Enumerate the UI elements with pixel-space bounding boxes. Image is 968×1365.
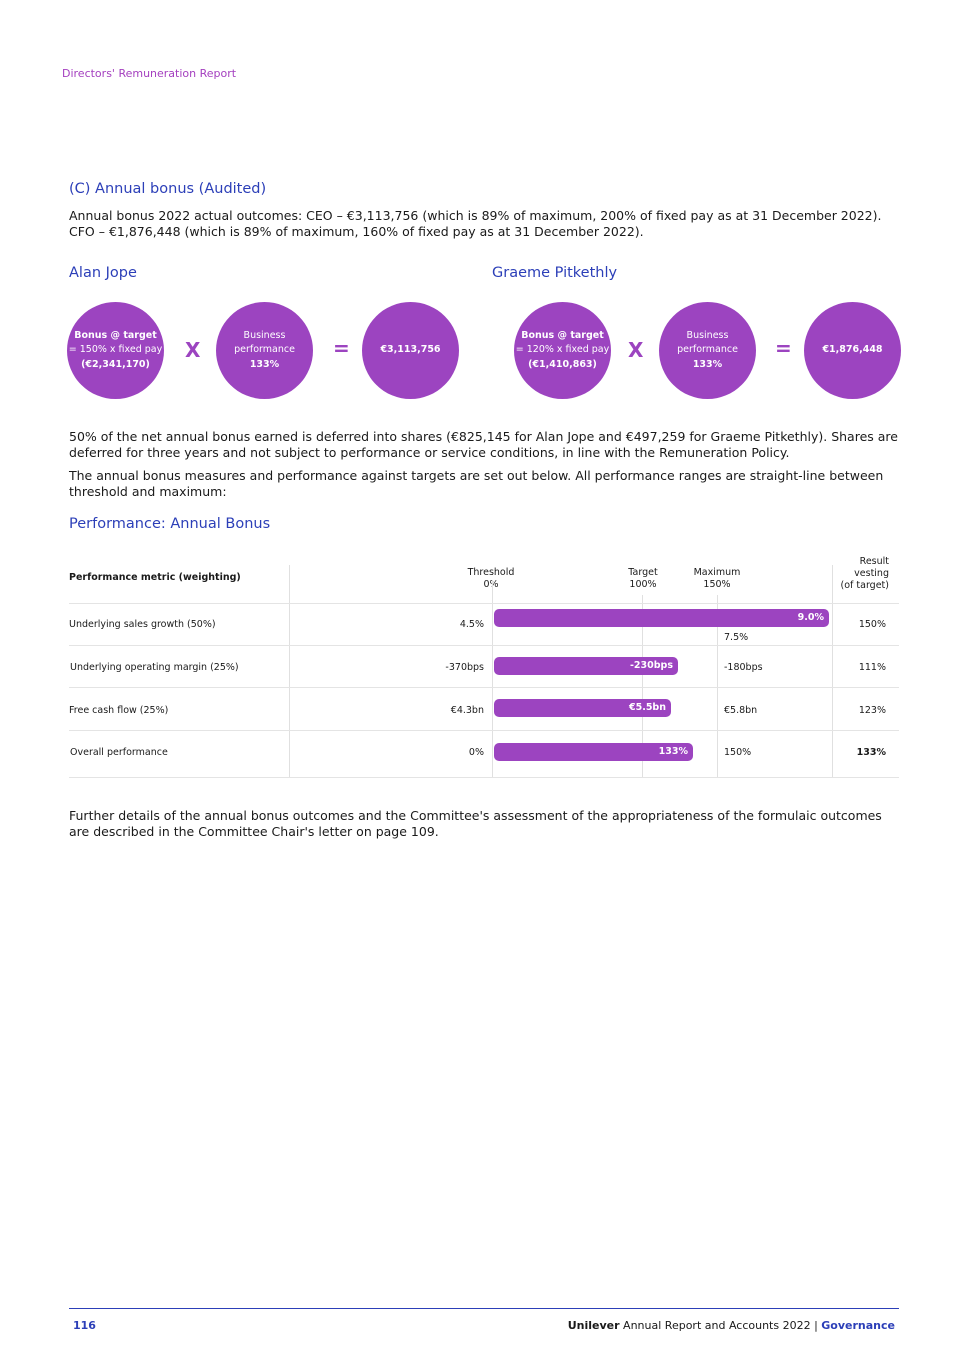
performance-bar: 9.0% (494, 609, 829, 627)
section-link[interactable]: Governance (821, 1319, 895, 1332)
threshold-value: 0% (468, 747, 484, 758)
intro-line: CFO – €1,876,448 (which is 89% of maximu… (69, 224, 644, 239)
amount: (€2,341,170) (81, 358, 150, 370)
further-details-text: Further details of the annual bonus outc… (69, 808, 882, 839)
label: Bonus @ target (74, 329, 157, 341)
threshold-value: -370bps (445, 662, 484, 673)
label: vesting (854, 568, 889, 579)
equals-sign: = (333, 336, 350, 360)
label: 100% (629, 579, 657, 590)
maximum-value: 7.5% (724, 632, 749, 643)
business-performance-circle: Business performance 133% (659, 302, 756, 399)
value: €3,113,756 (380, 344, 441, 356)
label: Target (628, 567, 658, 578)
measures-text: The annual bonus measures and performanc… (69, 468, 884, 499)
label: Threshold (467, 567, 515, 578)
page-number: 116 (73, 1319, 96, 1332)
maximum-value: €5.8bn (724, 705, 758, 716)
result-value: 133% (856, 747, 886, 758)
value: €1,876,448 (822, 344, 883, 356)
footer-rule (69, 1308, 899, 1309)
deferral-text: 50% of the net annual bonus earned is de… (69, 429, 898, 460)
maximum-value: -180bps (724, 662, 763, 673)
label: 150% (703, 579, 731, 590)
metric-label: Underlying operating margin (25%) (70, 662, 239, 673)
equals-sign: = (775, 336, 792, 360)
formula: = 120% x fixed pay (515, 344, 610, 356)
maximum-value: 150% (724, 747, 752, 758)
row-divider (69, 687, 899, 688)
label: 0% (483, 579, 499, 590)
label: Business (686, 329, 729, 341)
threshold-value: €4.3bn (450, 705, 484, 716)
threshold-line (492, 580, 493, 777)
row-divider (69, 645, 899, 646)
target-line (642, 595, 643, 777)
row-divider (69, 730, 899, 731)
header-metric: Performance metric (weighting) (69, 572, 241, 583)
header-result: Result vesting (of target) (820, 556, 889, 592)
intro-text: Annual bonus 2022 actual outcomes: CEO –… (69, 208, 899, 240)
result-value: 123% (858, 705, 886, 716)
performance-bar: 133% (494, 743, 693, 761)
intro-line: Annual bonus 2022 actual outcomes: CEO –… (69, 208, 882, 223)
times-sign: X (628, 338, 644, 362)
report-title: Annual Report and Accounts 2022 | (619, 1319, 822, 1332)
divider (832, 565, 833, 777)
bonus-target-circle: Bonus @ target = 120% x fixed pay (€1,41… (514, 302, 611, 399)
business-performance-circle: Business performance 133% (216, 302, 313, 399)
amount: (€1,410,863) (528, 358, 597, 370)
table-title: Performance: Annual Bonus (69, 516, 271, 532)
running-header: Directors' Remuneration Report (62, 67, 237, 80)
threshold-value: 4.5% (459, 619, 484, 630)
footer-title: Unilever Annual Report and Accounts 2022… (450, 1319, 895, 1332)
header-maximum: Maximum 150% (677, 567, 757, 591)
result-value: 111% (858, 662, 886, 673)
bonus-target-circle: Bonus @ target = 150% x fixed pay (€2,34… (67, 302, 164, 399)
value: 133% (249, 358, 280, 370)
formula: = 150% x fixed pay (68, 344, 163, 356)
label: Bonus @ target (521, 329, 604, 341)
label: (of target) (840, 580, 889, 591)
label: Result (859, 556, 889, 567)
brand: Unilever (567, 1319, 620, 1332)
label: performance (234, 344, 295, 356)
header-threshold: Threshold 0% (451, 567, 531, 591)
metric-label: Free cash flow (25%) (69, 705, 169, 716)
header-target: Target 100% (603, 567, 683, 591)
director-name: Alan Jope (69, 265, 137, 281)
label: Maximum (693, 567, 741, 578)
section-title: (C) Annual bonus (Audited) (69, 181, 267, 197)
label: performance (677, 344, 738, 356)
label: Business (243, 329, 286, 341)
maximum-line (717, 595, 718, 777)
bonus-result-circle: €1,876,448 (804, 302, 901, 399)
divider (289, 565, 290, 777)
row-divider (69, 777, 899, 778)
performance-bar: €5.5bn (494, 699, 671, 717)
result-value: 150% (858, 619, 886, 630)
row-divider (69, 603, 899, 604)
metric-label: Underlying sales growth (50%) (69, 619, 216, 630)
performance-bar: -230bps (494, 657, 678, 675)
times-sign: X (185, 338, 201, 362)
director-name: Graeme Pitkethly (492, 265, 618, 281)
value: 133% (692, 358, 723, 370)
metric-label: Overall performance (70, 747, 168, 758)
bonus-result-circle: €3,113,756 (362, 302, 459, 399)
